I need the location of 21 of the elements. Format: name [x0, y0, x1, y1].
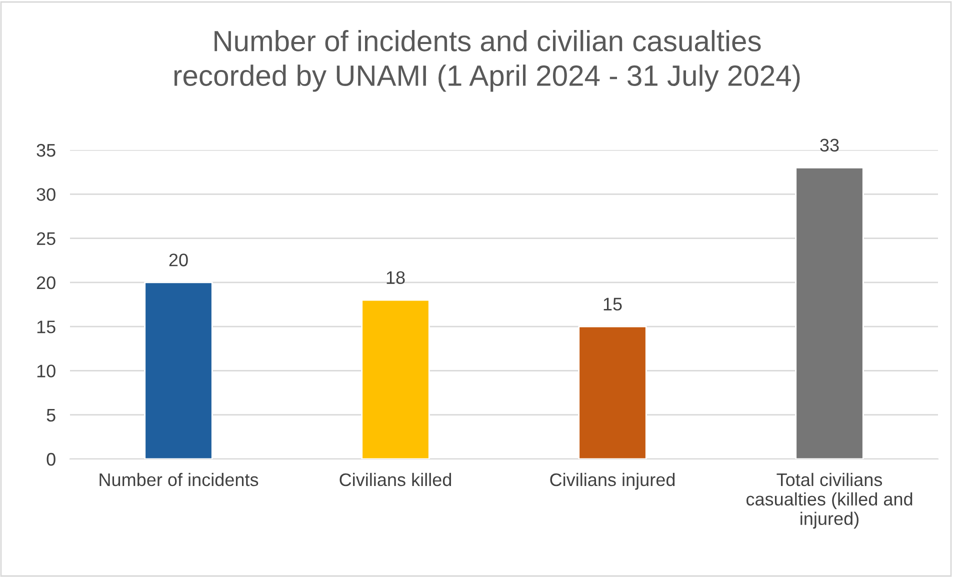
bar — [795, 166, 864, 459]
data-label: 20 — [169, 254, 188, 266]
x-tick-label: Total civilians casualties (killed and injured) — [746, 472, 912, 529]
x-tick-label: Number of incidents — [100, 472, 258, 486]
bar — [578, 326, 647, 459]
y-tick-label: 25 — [36, 232, 56, 246]
y-tick-label: 15 — [37, 320, 56, 334]
y-tick-label: 10 — [37, 364, 56, 378]
data-label: 15 — [604, 298, 622, 311]
y-tick-label: 35 — [36, 144, 56, 157]
data-label: 18 — [386, 271, 405, 284]
x-tick-label: Civilians killed — [340, 472, 452, 486]
chart-title: Number of incidents and civilian casualties recorded by UNAMI (1 April 2024 - 31 July 2024) — [174, 30, 800, 92]
bar — [144, 282, 213, 459]
y-tick-label: 20 — [36, 276, 56, 290]
y-tick-label: 0 — [46, 452, 56, 466]
bar — [361, 299, 430, 459]
y-tick-label: 30 — [36, 188, 56, 201]
data-label: 33 — [820, 138, 839, 152]
y-tick-label: 5 — [46, 408, 56, 422]
x-tick-label: Civilians injured — [550, 472, 675, 490]
